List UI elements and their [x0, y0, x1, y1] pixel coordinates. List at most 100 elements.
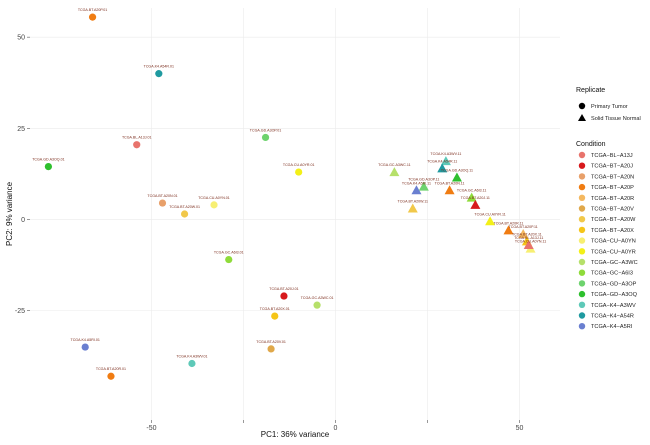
legend-condition-label: TCGA−BT−A20V [591, 207, 634, 213]
data-point-triangle [451, 172, 462, 182]
legend-condition-label: TCGA−BT−A20X [591, 228, 634, 234]
legend-condition-label: TCGA−GD−A3OP [591, 281, 637, 287]
point-label: TCGA.BT.A20W.01 [169, 205, 200, 209]
point-label: TCGA.BT.A20W.11 [398, 200, 429, 204]
y-tick-label: 25 [17, 126, 25, 133]
legend-color-entries: TCGA−BL−A13J TCGA−BT−A20J TCGA−BT−A20N TCGA… [578, 151, 638, 330]
point-label: TCGA.GC.A6I3.11 [457, 189, 487, 193]
data-point-circle [107, 372, 115, 380]
legend-color-swatch [578, 312, 586, 319]
x-tick-label: 0 [334, 425, 338, 432]
legend-condition-label: TCGA−BT−A20P [591, 185, 634, 191]
point-label: TCGA.BT.A20P.11 [509, 225, 538, 229]
x-tick-label: 50 [516, 425, 524, 432]
point-label: TCGA.BT.A20X.01 [260, 307, 290, 311]
data-point-circle [295, 168, 303, 176]
point-label: TCGA.GD.A3OQ.11 [441, 169, 473, 173]
data-point-triangle [503, 225, 514, 235]
legend-color-swatch [578, 183, 586, 191]
y-axis-ticks: -25 0 25 50 [15, 35, 30, 315]
point-label: TCGA.K4.A3WV.11 [430, 152, 461, 156]
data-point-triangle [470, 199, 481, 209]
legend-color-swatch [578, 205, 586, 212]
legend-condition-label: TCGA−BT−A20W [591, 217, 636, 223]
legend-color-swatch [578, 162, 586, 169]
legend-color-swatch [578, 226, 586, 234]
legend-color-swatch [578, 290, 586, 298]
data-point-triangle [411, 185, 422, 195]
point-label: TCGA.CU.A0YR.01 [283, 163, 315, 167]
point-label: TCGA.K4.A3WV.01 [176, 354, 207, 358]
point-label: TCGA.BL.A13J.01 [122, 136, 152, 140]
data-point-circle [81, 343, 89, 351]
point-label: TCGA.BT.A20R.01 [96, 367, 126, 371]
legend-color-swatch [578, 269, 586, 276]
legend-condition-label: TCGA−K4−A3WV [591, 303, 636, 309]
point-label: TCGA.K4.A5RI.01 [71, 338, 100, 342]
data-point-circle [180, 210, 189, 218]
data-point-circle [44, 163, 53, 171]
point-label: TCGA.GC.A3WC.11 [378, 163, 410, 167]
data-point-triangle [437, 163, 448, 173]
legend-color-swatch [578, 280, 586, 287]
legend-color-swatch [578, 216, 586, 223]
legend-condition-label: TCGA−K4−A5RI [591, 324, 633, 330]
legend-color-swatch [578, 173, 586, 180]
legend-condition-label: TCGA−GC−A3WC [591, 260, 638, 266]
data-point-circle [88, 13, 97, 21]
data-point-circle [158, 199, 167, 207]
y-tick-label: 50 [17, 35, 25, 42]
legend-color-swatch [578, 194, 586, 201]
x-axis-title: PC1: 36% variance [261, 430, 330, 439]
legend-condition-label: TCGA−CU−A0YN [591, 239, 636, 245]
point-label: TCGA.BT.A20R.11 [494, 221, 524, 225]
point-label: TCGA.GD.A3OP.11 [408, 178, 439, 182]
y-axis-title: PC2: 9% variance [5, 181, 14, 246]
data-point-triangle [444, 185, 455, 195]
data-point-triangle [518, 229, 529, 239]
point-label: TCGA.BT.A20N.01 [147, 194, 177, 198]
legend-color-swatch [578, 323, 586, 330]
grid [30, 8, 560, 420]
plot-panel [30, 8, 560, 420]
x-axis-ticks: -50 0 50 [146, 420, 524, 432]
legend-condition-label: TCGA−BL−A13J [591, 153, 633, 159]
data-point-triangle [485, 216, 496, 226]
legend-triangle-marker [578, 114, 586, 121]
data-point-triangle [418, 181, 429, 191]
point-label: TCGA.BT.A20J.11 [461, 196, 490, 200]
data-point-triangle [523, 239, 534, 249]
data-point-circle [210, 201, 218, 209]
y-tick-label: 0 [21, 217, 25, 224]
legend-color-swatch [578, 151, 586, 159]
point-label: TCGA.BL.A13J.11 [514, 236, 543, 240]
point-label: TCGA.BT.A20P.01 [78, 8, 108, 12]
legend: Replicate Primary Tumor Solid Tissue Nor… [576, 87, 641, 330]
legend-condition-label: TCGA−GD−A3OQ [591, 292, 638, 298]
data-point-circle [271, 312, 279, 320]
legend-color-title: Condition [576, 141, 606, 148]
point-label: TCGA.CU.A0YN.01 [198, 196, 230, 200]
legend-condition-label: TCGA−BT−A20J [591, 164, 633, 170]
data-point-circle [313, 301, 321, 309]
point-label: TCGA.GD.A3OQ.01 [32, 158, 64, 162]
legend-shape-title: Replicate [576, 87, 605, 94]
legend-condition-label: TCGA−BT−A20R [591, 196, 634, 202]
data-point-triangle [466, 192, 477, 202]
legend-color-swatch [578, 248, 586, 255]
data-point-circle [133, 141, 141, 149]
legend-condition-label: TCGA−GC−A6I3 [591, 271, 633, 277]
legend-shape-label-normal: Solid Tissue Normal [591, 116, 641, 122]
point-label: TCGA.BT.A20N.11 [435, 181, 465, 185]
data-point-circle [155, 70, 163, 78]
point-label: TCGA.CU.A0YN.11 [515, 240, 546, 244]
data-point-circle [225, 255, 233, 264]
y-tick-label: -25 [15, 308, 25, 315]
point-label: TCGA.GC.A6I3.01 [214, 251, 244, 255]
point-label: TCGA.GC.A3WC.01 [301, 296, 334, 300]
point-label: TCGA.BT.A20X.11 [512, 232, 542, 236]
legend-condition-label: TCGA−K4−A54R [591, 314, 634, 320]
point-label: TCGA.K4.A54R.01 [144, 65, 174, 69]
point-label: TCGA.K4.A5RI.11 [402, 181, 431, 185]
